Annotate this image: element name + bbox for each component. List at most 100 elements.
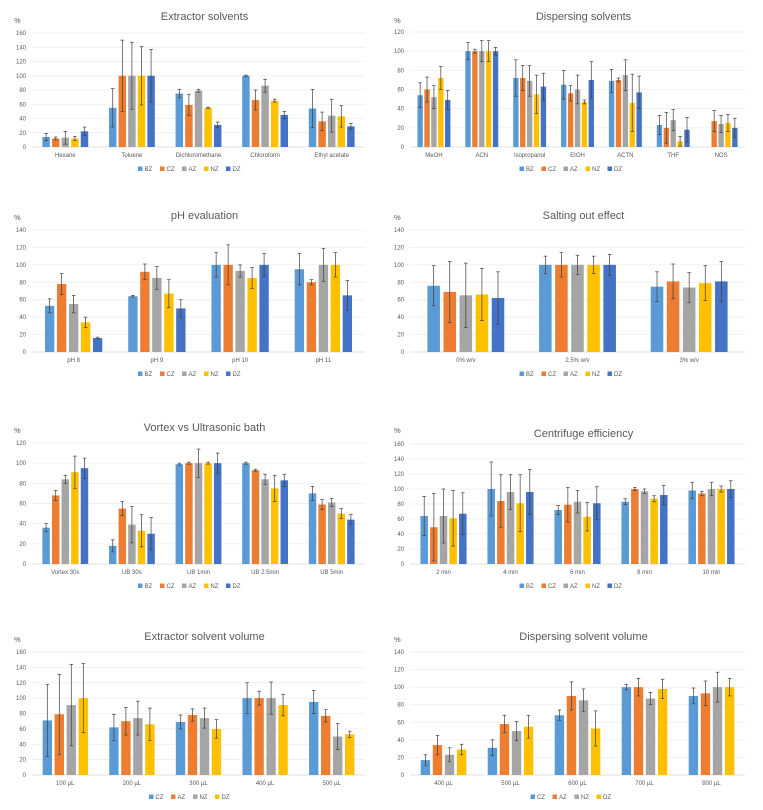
error-bar	[527, 469, 532, 515]
bar-az-vortex-30s	[61, 479, 70, 564]
error-bar	[139, 514, 144, 548]
bar-bz-acn	[465, 51, 471, 147]
error-bar	[609, 69, 614, 93]
y-tick-label: 140	[16, 228, 27, 234]
y-tick-label: 80	[19, 712, 26, 718]
error-bar	[187, 93, 191, 117]
bar-dz-actn	[636, 92, 642, 147]
bar-cz-ub-5min	[318, 504, 326, 564]
bar-az-toluene	[128, 75, 136, 147]
legend-label-cz: CZ	[548, 372, 556, 378]
error-bar	[263, 78, 267, 93]
legend-swatch-cz	[160, 583, 165, 588]
legend-label-nz: NZ	[200, 795, 208, 801]
bar-dz-hexane	[80, 131, 89, 147]
error-bar	[83, 316, 88, 328]
y-tick-label: 80	[19, 481, 26, 487]
error-bar	[281, 693, 285, 717]
bar-dz-ph-8	[92, 338, 103, 352]
y-tick-label: 80	[19, 280, 26, 286]
y-tick-label: 0	[401, 145, 405, 151]
chart-svg: Vortex vs Ultrasonic bath% 0 20 40 60 80 100 12…	[14, 422, 365, 590]
error-bar	[709, 481, 714, 497]
x-category-label: Isopropanol	[514, 153, 545, 159]
error-bar	[95, 336, 100, 340]
legend-label-cz: CZ	[548, 584, 556, 590]
y-tick-label: 0	[23, 562, 27, 568]
y-axis-unit-label: %	[14, 635, 21, 644]
bar-cz-800-l	[688, 695, 699, 775]
legend-swatch-az	[563, 583, 568, 588]
error-bar	[81, 663, 86, 734]
error-bar	[139, 46, 144, 106]
error-bar	[556, 505, 561, 515]
y-tick-label: 120	[16, 681, 27, 687]
bar-nz-vortex-30s	[71, 472, 79, 564]
error-bar	[557, 709, 562, 721]
error-bar	[489, 461, 494, 517]
error-bar	[143, 263, 147, 281]
legend-label-nz: NZ	[211, 372, 219, 378]
y-tick-label: 160	[394, 442, 405, 448]
error-bar	[149, 517, 153, 551]
y-tick-label: 80	[397, 502, 404, 508]
bar-dz-300-l	[211, 728, 222, 775]
bar-bz-ph-10	[211, 264, 221, 352]
error-bar	[339, 508, 344, 519]
bar-bz-ph-8	[44, 305, 55, 352]
error-bar	[321, 247, 326, 282]
error-bar	[349, 514, 353, 526]
error-bar	[633, 487, 637, 491]
chart-title: Centrifuge efficiency	[534, 428, 634, 440]
chart-svg: Dispersing solvent volume% 0 20 40 60 80 100 12…	[394, 631, 745, 801]
legend-label-bz: BZ	[526, 167, 534, 173]
error-bar	[272, 98, 277, 103]
legend-label-dz: DZ	[222, 795, 230, 801]
legend-label-cz: CZ	[537, 795, 545, 801]
error-bar	[660, 678, 665, 699]
error-bar	[179, 299, 183, 318]
legend-label-nz: NZ	[211, 584, 219, 590]
x-category-label: 400 µL	[256, 781, 275, 787]
bar-cz-ph-11	[306, 282, 317, 352]
error-bar	[244, 461, 248, 465]
y-tick-label: 120	[394, 30, 405, 36]
error-bar	[53, 136, 58, 141]
chart-title: Extractor solvents	[161, 11, 249, 23]
legend-label-dz: DZ	[603, 795, 611, 801]
error-bar	[561, 69, 566, 100]
y-tick-label: 160	[16, 650, 27, 656]
x-category-label: 2 min	[436, 570, 451, 576]
legend-swatch-nz	[585, 166, 590, 171]
error-bar	[82, 126, 87, 136]
chart-svg: Extractor solvent volume% 0 20 40 60 80 100 120…	[14, 631, 365, 801]
bar-az-chloroform	[261, 85, 269, 147]
x-category-label: MeOH	[425, 153, 442, 159]
error-bar	[177, 88, 182, 99]
error-bar	[473, 48, 477, 54]
bar-cz-4-min	[497, 501, 505, 564]
bar-nz-chloroform	[270, 100, 279, 147]
y-tick-label: 60	[19, 102, 26, 108]
error-bar	[155, 266, 159, 290]
y-tick-label: 120	[16, 60, 27, 66]
bar-cz-etoh	[567, 93, 574, 147]
x-category-label: 300 µL	[189, 781, 208, 787]
legend-swatch-cz	[149, 794, 154, 799]
error-bar	[309, 279, 314, 286]
error-bar	[253, 468, 258, 472]
y-axis-unit-label: %	[14, 16, 21, 25]
x-category-label: NOS	[715, 153, 728, 159]
error-bar	[262, 253, 266, 277]
error-bar	[310, 88, 315, 129]
bar-az-ph-11	[318, 264, 329, 352]
error-bar	[311, 690, 316, 714]
legend: BZ CZ AZ NZ DZ	[519, 166, 622, 173]
bar-az-ub-2-5min	[261, 479, 269, 564]
bar-dz-600-l	[590, 728, 601, 775]
chart-dispersing-solvents: Dispersing solvents% 0 20 40 60 80 100 120 MeOH A…	[380, 0, 760, 200]
bar-dz-ub-2-5min	[280, 480, 289, 564]
error-bar	[333, 252, 338, 278]
bar-nz-0-w-v	[475, 294, 489, 352]
bar-cz-meoh	[424, 89, 430, 147]
